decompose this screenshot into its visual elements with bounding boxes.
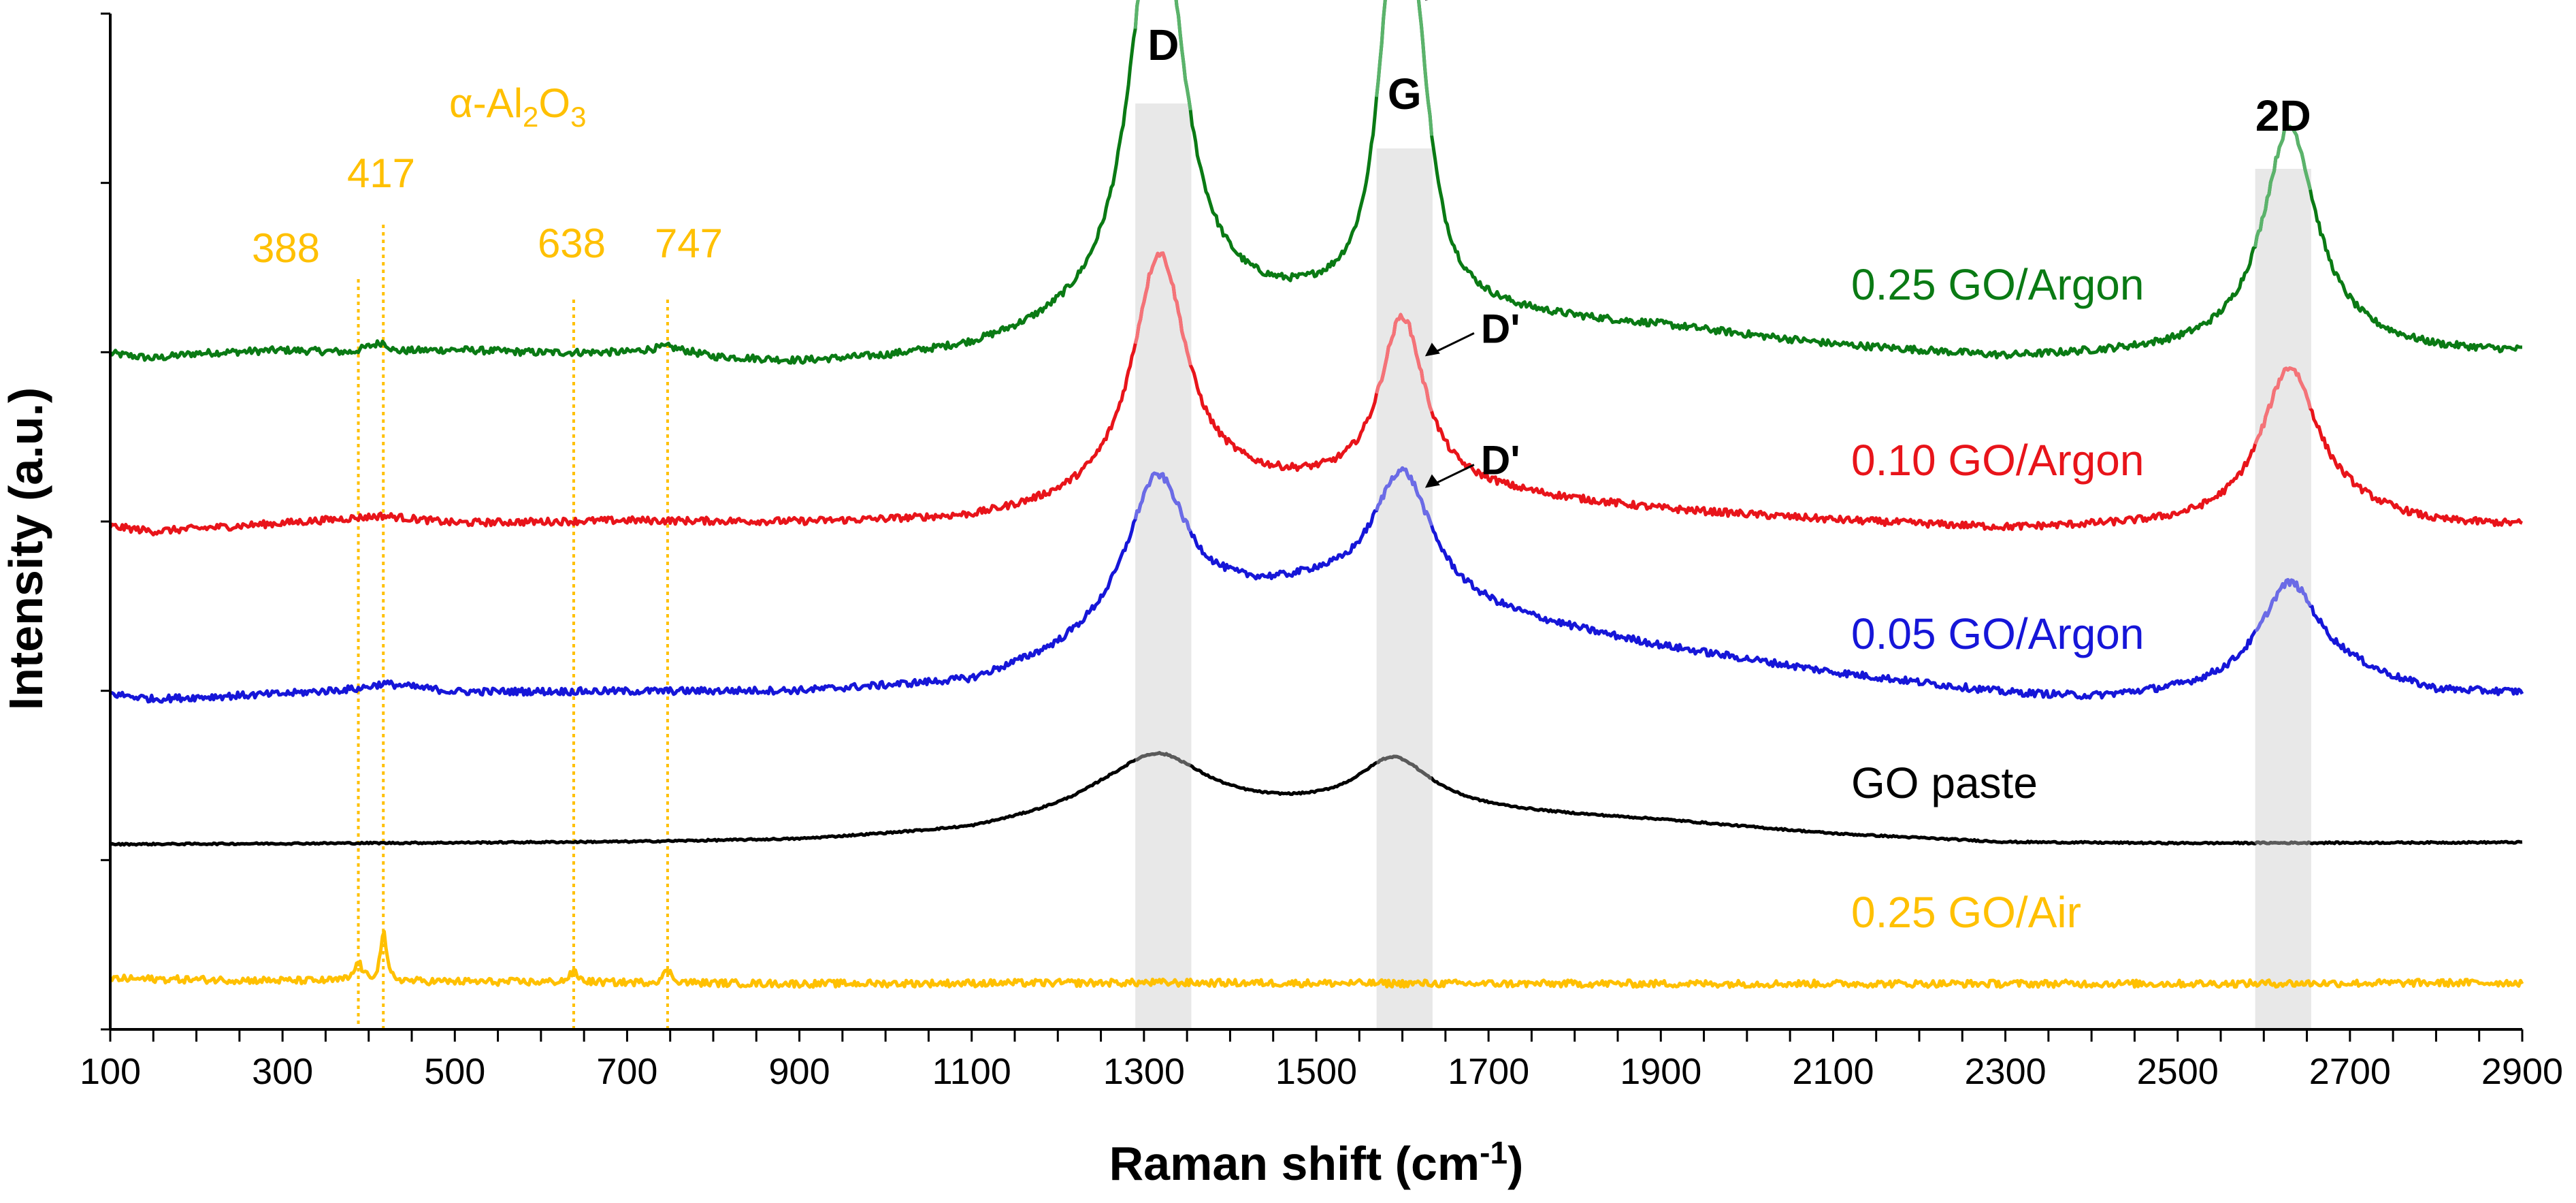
band-d: [1135, 103, 1192, 1029]
series-line-0-25-go-air: [109, 929, 2524, 989]
x-tick-label-2300: 2300: [1965, 1051, 2047, 1092]
series-line-0-10-go-argon: [108, 251, 2524, 536]
x-tick-label-1100: 1100: [932, 1051, 1011, 1092]
series-highlight-0-25-go-air-g: [1376, 978, 1433, 989]
series-highlight-0-05-go-argon-2d: [2254, 578, 2312, 632]
x-axis-title-text: ): [1507, 1137, 1523, 1190]
x-tick-label-2900: 2900: [2481, 1051, 2563, 1092]
band-2d: [2255, 169, 2311, 1029]
dprime-label-0-10-go-argon: D': [1481, 306, 1520, 351]
alumina-text: α-Al: [449, 80, 523, 126]
x-axis-title-text: Raman shift (cm: [1109, 1137, 1480, 1190]
x-tick-label-700: 700: [596, 1051, 657, 1092]
x-tick-label-1900: 1900: [1620, 1051, 1701, 1092]
x-tick-label-500: 500: [424, 1051, 485, 1092]
series-highlight-0-25-go-air-2d: [2253, 978, 2312, 989]
dprime-arrow-head-0-10-go-argon: [1424, 342, 1440, 357]
series-line-go-paste: [109, 751, 2523, 847]
alumina-label: α-Al2O3: [449, 80, 586, 133]
band-highlights: [1135, 103, 2311, 1029]
series-label-0-10-go-argon: 0.10 GO/Argon: [1851, 436, 2144, 485]
dprime-label-0-05-go-argon: D': [1481, 438, 1520, 483]
alumina-peak-label-388: 388: [252, 225, 320, 271]
x-tick-label-2700: 2700: [2309, 1051, 2391, 1092]
x-tick-label-1300: 1300: [1103, 1051, 1185, 1092]
series-highlight-go-paste-2d: [2254, 840, 2311, 846]
series-label-0-25-go-argon: 0.25 GO/Argon: [1851, 260, 2144, 309]
band-g: [1376, 148, 1433, 1029]
x-tick-label-100: 100: [80, 1051, 141, 1092]
band-label-2d: 2D: [2255, 91, 2311, 140]
x-axis-title: Raman shift (cm-1): [1109, 1135, 1524, 1190]
series-label-go-paste: GO paste: [1851, 758, 2038, 807]
dprime-arrow-head-0-25-go-argon: [1424, 0, 1429, 1]
x-tick-label-300: 300: [252, 1051, 313, 1092]
series-line-0-05-go-argon: [110, 466, 2524, 704]
series-highlight-0-10-go-argon-g: [1375, 312, 1433, 413]
dprime-arrow-head-0-05-go-argon: [1424, 474, 1440, 488]
annotations: D G 2D 388 417 638 747 α-Al2O3 0.25 GO/Argon D' 0.…: [252, 0, 2311, 937]
series-label-0-25-go-air: 0.25 GO/Air: [1851, 888, 2081, 937]
series-highlight-0-10-go-argon-2d: [2253, 366, 2313, 445]
x-tick-label-900: 900: [769, 1051, 830, 1092]
x-tick-label-1700: 1700: [1448, 1051, 1529, 1092]
alumina-reference-lines: [357, 225, 669, 1029]
series-highlight-0-05-go-argon-d: [1133, 471, 1192, 532]
series-line-0-25-go-argon: [108, 0, 2522, 365]
series-label-0-05-go-argon: 0.05 GO/Argon: [1851, 609, 2144, 658]
x-tick-label-1500: 1500: [1275, 1051, 1357, 1092]
dprime-arrow-line-0-05-go-argon: [1431, 464, 1475, 486]
series-highlight-0-05-go-argon-g: [1375, 466, 1433, 526]
series-highlight-go-paste-g: [1376, 754, 1432, 780]
alumina-subscript: 2: [523, 101, 538, 133]
series-lines: [108, 0, 2524, 989]
y-axis-title: Intensity (a.u.): [0, 387, 52, 710]
series-highlight-0-25-go-argon-d: [1133, 0, 1192, 111]
series-highlight-0-10-go-argon-d: [1133, 251, 1192, 366]
alumina-peak-label-747: 747: [655, 221, 723, 266]
alumina-subscript: 3: [570, 101, 586, 133]
series-highlight-0-25-go-argon-g: [1375, 0, 1434, 136]
alumina-text: O: [538, 80, 570, 126]
band-label-g: G: [1388, 69, 1422, 118]
x-tick-label-2100: 2100: [1792, 1051, 1874, 1092]
series-highlight-go-paste-d: [1135, 751, 1192, 767]
x-tick-label-2500: 2500: [2137, 1051, 2219, 1092]
band-label-d: D: [1147, 20, 1179, 69]
series-highlight-0-25-go-air-d: [1135, 978, 1192, 988]
dprime-arrow-line-0-10-go-argon: [1431, 332, 1475, 355]
series-highlight-0-25-go-argon-2d: [2253, 124, 2313, 248]
alumina-peak-label-417: 417: [347, 150, 415, 196]
alumina-peak-label-638: 638: [538, 221, 606, 266]
axes: 100 300 500 700 900 1100 1300 1500 1700 1900 2100 2…: [0, 12, 2563, 1190]
x-axis-title-superscript: -1: [1480, 1135, 1507, 1170]
